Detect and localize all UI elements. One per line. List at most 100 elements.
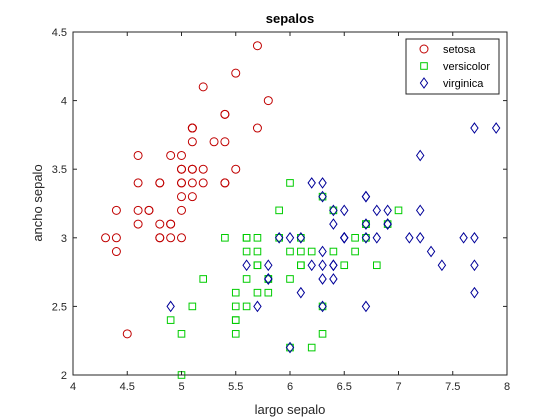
- data-point-virginica: [318, 300, 327, 313]
- data-point-versicolor: [242, 302, 251, 311]
- data-point-virginica: [318, 245, 327, 258]
- y-tick-label: 2: [61, 370, 67, 382]
- data-point-setosa: [133, 205, 143, 215]
- data-point-setosa: [166, 233, 176, 243]
- data-point-virginica: [415, 204, 425, 217]
- data-point-versicolor: [394, 206, 403, 215]
- data-point-setosa: [198, 178, 208, 188]
- data-point-versicolor: [264, 288, 273, 297]
- data-point-versicolor: [199, 275, 207, 283]
- data-point-versicolor: [231, 330, 240, 338]
- data-point-setosa: [198, 82, 208, 92]
- data-point-setosa: [177, 205, 186, 215]
- data-point-versicolor: [253, 234, 262, 242]
- x-tick-label: 4: [70, 381, 76, 393]
- data-point-setosa: [220, 178, 230, 188]
- data-point-setosa: [209, 137, 219, 147]
- data-point-virginica: [437, 259, 447, 272]
- data-point-versicolor: [253, 261, 262, 270]
- data-point-setosa: [111, 233, 121, 243]
- data-point-virginica: [361, 300, 371, 313]
- y-axis-label: ancho sepalo: [30, 164, 45, 241]
- y-tick-label: 4: [61, 96, 67, 108]
- data-point-versicolor: [221, 234, 229, 242]
- data-point-virginica: [318, 259, 327, 272]
- data-point-versicolor: [253, 247, 262, 256]
- y-tick-label: 3.5: [52, 164, 67, 176]
- data-point-virginica: [426, 245, 436, 258]
- data-point-virginica: [329, 273, 338, 285]
- data-point-versicolor: [307, 247, 316, 256]
- data-point-virginica: [166, 300, 175, 313]
- data-point-versicolor: [242, 275, 251, 283]
- data-point-setosa: [177, 178, 186, 188]
- data-point-versicolor: [242, 247, 251, 256]
- data-point-virginica: [470, 231, 479, 244]
- data-point-setosa: [187, 123, 197, 133]
- data-point-virginica: [470, 286, 479, 299]
- data-point-virginica: [361, 190, 371, 203]
- data-point-virginica: [242, 259, 251, 272]
- data-point-virginica: [318, 190, 327, 203]
- data-point-versicolor: [231, 302, 240, 311]
- legend-label-virginica: virginica: [443, 78, 484, 90]
- x-tick-label: 5: [178, 381, 184, 393]
- data-point-setosa: [220, 109, 230, 119]
- data-point-setosa: [166, 219, 176, 229]
- x-tick-label: 8: [504, 381, 510, 393]
- data-point-versicolor: [351, 247, 359, 256]
- legend-marker-setosa: [419, 44, 429, 54]
- data-point-virginica: [361, 218, 371, 230]
- data-point-virginica: [405, 231, 414, 244]
- data-point-setosa: [133, 178, 143, 188]
- legend: setosa versicolor virginica: [405, 38, 500, 95]
- data-point-versicolor: [253, 288, 262, 297]
- data-point-versicolor: [329, 247, 338, 256]
- data-point-versicolor: [318, 330, 327, 338]
- data-point-virginica: [296, 286, 306, 299]
- data-point-setosa: [155, 233, 165, 243]
- data-point-setosa: [111, 247, 121, 257]
- data-point-versicolor: [340, 261, 349, 270]
- x-tick-label: 6: [287, 381, 293, 393]
- data-point-virginica: [307, 259, 316, 272]
- x-tick-label: 7.5: [445, 381, 460, 393]
- axes: 4 4.5 5 5.5 6 6.5 7 7.5 8 2 2.5 3 3.5 4 4.5: [52, 27, 510, 393]
- data-point-setosa: [252, 123, 262, 133]
- data-point-versicolor: [373, 261, 381, 270]
- data-point-setosa: [263, 96, 273, 106]
- data-point-versicolor: [286, 247, 294, 256]
- data-point-setosa: [177, 164, 186, 174]
- data-point-versicolor: [286, 179, 294, 187]
- legend-label-versicolor: versicolor: [443, 61, 490, 73]
- data-point-virginica: [329, 259, 338, 272]
- data-point-setosa: [122, 329, 132, 339]
- data-point-virginica: [318, 273, 327, 285]
- legend-label-setosa: setosa: [443, 44, 476, 56]
- data-point-versicolor: [188, 302, 197, 311]
- data-point-setosa: [231, 164, 241, 174]
- data-point-virginica: [383, 218, 392, 230]
- data-point-setosa: [111, 205, 121, 215]
- x-tick-label: 7: [395, 381, 401, 393]
- data-point-virginica: [372, 231, 382, 244]
- y-tick-label: 3: [61, 233, 67, 245]
- data-point-virginica: [296, 231, 306, 244]
- data-point-virginica: [415, 231, 425, 244]
- data-point-virginica: [264, 259, 273, 272]
- data-point-virginica: [318, 177, 327, 189]
- legend-marker-versicolor: [420, 62, 428, 70]
- data-point-virginica: [307, 177, 316, 189]
- chart-title: sepalos: [266, 11, 314, 26]
- data-point-setosa: [187, 192, 197, 202]
- legend-marker-virginica: [419, 77, 429, 89]
- x-tick-label: 5.5: [228, 381, 243, 393]
- data-point-setosa: [177, 150, 186, 160]
- data-point-virginica: [415, 149, 425, 162]
- data-point-setosa: [187, 164, 197, 174]
- data-point-setosa: [166, 150, 176, 160]
- data-point-setosa: [177, 192, 186, 202]
- data-point-virginica: [253, 300, 262, 313]
